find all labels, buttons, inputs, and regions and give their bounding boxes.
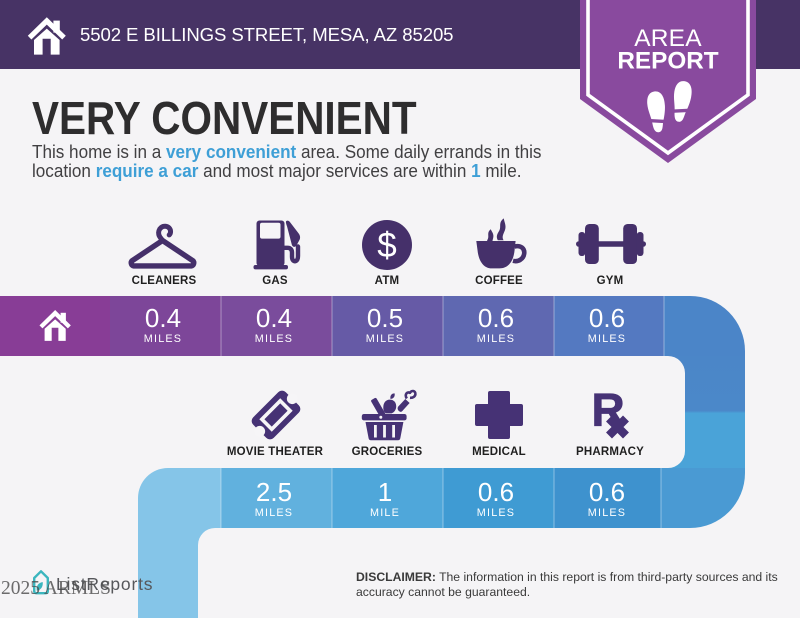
svg-text:$: $ — [377, 226, 396, 265]
svg-text:REPORT: REPORT — [617, 48, 718, 75]
svg-text:AREA: AREA — [634, 25, 702, 52]
